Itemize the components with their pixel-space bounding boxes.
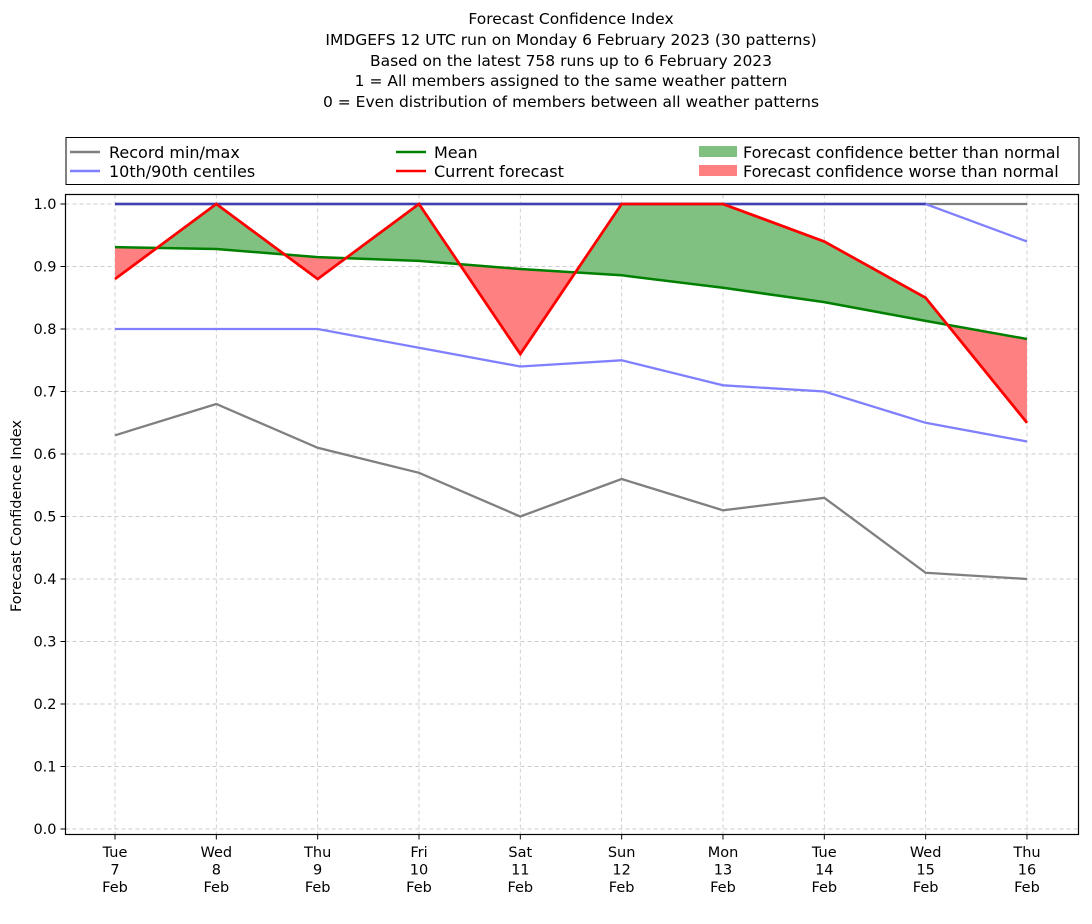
legend-label-better: Forecast confidence better than normal	[743, 143, 1060, 162]
y-tick-label: 0.0	[33, 822, 56, 838]
x-tick-label: Sun 12 Feb	[608, 845, 636, 896]
plot-frame	[64, 193, 1080, 836]
legend-label-worse: Forecast confidence worse than normal	[743, 162, 1059, 181]
x-tick-label: Tue 7 Feb	[102, 845, 128, 896]
y-tick-label: 0.1	[33, 760, 56, 776]
legend: Record min/max 10th/90th centiles Mean C…	[65, 137, 1080, 185]
title-line-4: 1 = All members assigned to the same wea…	[355, 72, 788, 90]
series-line-current-top	[114, 202, 1029, 424]
y-axis: 0.0 0.1 0.2 0.3 0.4 0.5 0.6 0.7 0.8 0.9 1.0	[33, 197, 66, 838]
x-tick-label: Wed 8 Feb	[201, 845, 233, 896]
y-tick-label: 0.4	[33, 572, 56, 588]
series-lines	[114, 202, 1029, 581]
y-tick-label: 0.9	[33, 260, 56, 276]
x-tick-label: Mon 13 Feb	[708, 845, 739, 896]
legend-item-better: Forecast confidence better than normal	[699, 143, 1060, 162]
title-line-3: Based on the latest 758 runs up to 6 Feb…	[370, 52, 772, 70]
chart-title: Forecast Confidence Index IMDGEFS 12 UTC…	[323, 10, 819, 111]
legend-item-centiles: 10th/90th centiles	[70, 162, 255, 181]
series-line-mean	[114, 245, 1028, 341]
y-tick-label: 0.3	[33, 635, 56, 651]
series-line-record-min	[114, 402, 1028, 581]
legend-label-mean: Mean	[434, 143, 478, 162]
x-tick-label: Fri 10 Feb	[406, 845, 432, 896]
confidence-fills	[115, 204, 1027, 423]
legend-item-mean: Mean	[396, 143, 478, 162]
fill-worse-than-normal	[459, 264, 576, 354]
legend-swatch-worse	[699, 165, 737, 176]
x-tick-label: Thu 9 Feb	[303, 845, 331, 896]
title-line-5: 0 = Even distribution of members between…	[323, 93, 819, 111]
fill-worse-than-normal	[284, 254, 346, 279]
fill-better-than-normal	[345, 204, 460, 265]
legend-frame	[65, 137, 1080, 185]
legend-swatch-better	[699, 146, 737, 157]
x-tick-label: Thu 16 Feb	[1012, 845, 1040, 896]
y-tick-label: 0.8	[33, 322, 56, 338]
y-axis-label: Forecast Confidence Index	[9, 420, 25, 612]
x-tick-label: Tue 14 Feb	[811, 845, 837, 896]
y-tick-label: 1.0	[33, 197, 56, 213]
legend-item-record: Record min/max	[70, 143, 240, 162]
fill-better-than-normal	[157, 204, 285, 255]
legend-item-current: Current forecast	[396, 162, 564, 181]
legend-item-worse: Forecast confidence worse than normal	[699, 162, 1059, 181]
x-tick-label: Sat 11 Feb	[507, 845, 533, 896]
title-line-2: IMDGEFS 12 UTC run on Monday 6 February …	[325, 31, 816, 49]
series-line-p10	[115, 327, 1028, 443]
grid-lines	[65, 194, 1079, 835]
title-line-1: Forecast Confidence Index	[468, 10, 673, 28]
x-tick-label: Wed 15 Feb	[910, 845, 942, 896]
x-axis: Tue 7 Feb Wed 8 Feb Thu 9 Feb Fri 10 Feb Sat 11 Feb Sun…	[102, 834, 1041, 896]
legend-label-centiles: 10th/90th centiles	[109, 162, 255, 181]
y-tick-label: 0.2	[33, 697, 56, 713]
y-tick-label: 0.7	[33, 385, 56, 401]
y-tick-label: 0.5	[33, 510, 56, 526]
y-tick-label: 0.6	[33, 447, 56, 463]
legend-label-record: Record min/max	[109, 143, 240, 162]
fill-better-than-normal	[575, 204, 948, 325]
legend-label-current: Current forecast	[434, 162, 564, 181]
